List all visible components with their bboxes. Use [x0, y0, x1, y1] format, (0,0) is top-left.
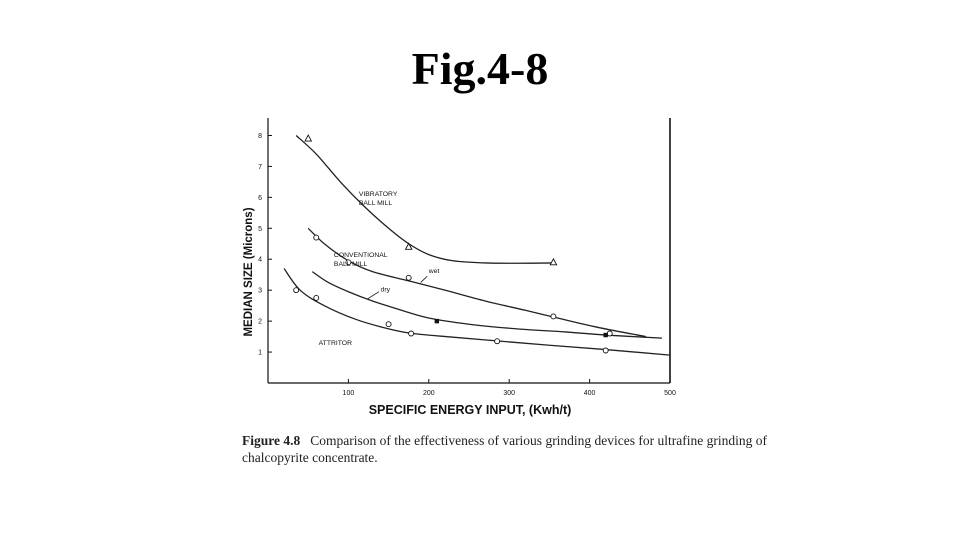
series-label-vibratory: BALL MILL [359, 200, 393, 207]
figure-caption: Figure 4.8 Comparison of the effectivenes… [242, 432, 802, 466]
x-tick-label: 200 [423, 390, 435, 397]
annotation-wet: wet [428, 268, 440, 275]
annotation-wet-pointer [420, 275, 428, 283]
data-point-circle [602, 347, 609, 354]
x-axis-label: SPECIFIC ENERGY INPUT, (Kwh/t) [369, 403, 572, 417]
caption-label: Figure 4.8 [242, 433, 301, 448]
data-point-square [603, 332, 608, 338]
y-tick-label: 1 [258, 350, 262, 357]
data-point-circle [293, 287, 300, 294]
chart-markers [293, 134, 613, 354]
y-tick-label: 6 [258, 195, 262, 202]
annotation-dry-pointer [367, 291, 380, 300]
series-curve [307, 227, 647, 338]
chart-ticks: 100 200 300 400 500 1 2 3 4 5 6 7 8 [258, 133, 676, 397]
y-axis-label: MEDIAN SIZE (Microns) [243, 207, 255, 336]
annotation-dry: dry [381, 287, 391, 294]
data-point-square [434, 318, 440, 324]
data-point-circle [550, 313, 557, 320]
data-point-triangle [549, 257, 558, 266]
median-size-chart: 100 200 300 400 500 1 2 3 4 5 6 7 8 VIBRATORY BALL MI… [243, 118, 676, 417]
x-tick-label: 400 [584, 390, 596, 397]
x-tick-label: 300 [503, 390, 515, 397]
data-point-circle [606, 330, 613, 337]
data-point-circle [385, 321, 392, 328]
data-point-circle [313, 234, 320, 241]
series-label-attritor: ATTRITOR [319, 340, 352, 347]
data-point-circle [408, 330, 415, 337]
chart-series-labels: VIBRATORY BALL MILL CONVENTIONAL BALL MILL A… [319, 191, 440, 347]
series-label-conventional: BALL MILL [334, 261, 368, 268]
slide-title: Fig.4-8 [411, 43, 549, 94]
data-point-circle [405, 274, 412, 281]
x-tick-label: 500 [664, 390, 676, 397]
chart-curves [283, 134, 671, 356]
series-label-conventional: CONVENTIONAL [334, 252, 388, 259]
data-point-circle [494, 338, 501, 345]
series-curve [295, 134, 554, 264]
y-tick-label: 7 [258, 164, 262, 171]
series-curve [311, 271, 662, 339]
y-tick-label: 8 [258, 133, 262, 140]
x-tick-label: 100 [343, 390, 355, 397]
y-tick-label: 3 [258, 288, 262, 295]
y-tick-label: 5 [258, 226, 262, 233]
data-point-circle [313, 294, 320, 301]
y-tick-label: 2 [258, 319, 262, 326]
chart-axes [267, 118, 671, 384]
data-point-triangle [404, 242, 413, 250]
series-label-vibratory: VIBRATORY [359, 191, 398, 198]
y-tick-label: 4 [258, 257, 262, 264]
data-point-circle [345, 259, 352, 266]
data-point-triangle [304, 134, 313, 142]
caption-text: Comparison of the effectiveness of vario… [242, 433, 768, 465]
